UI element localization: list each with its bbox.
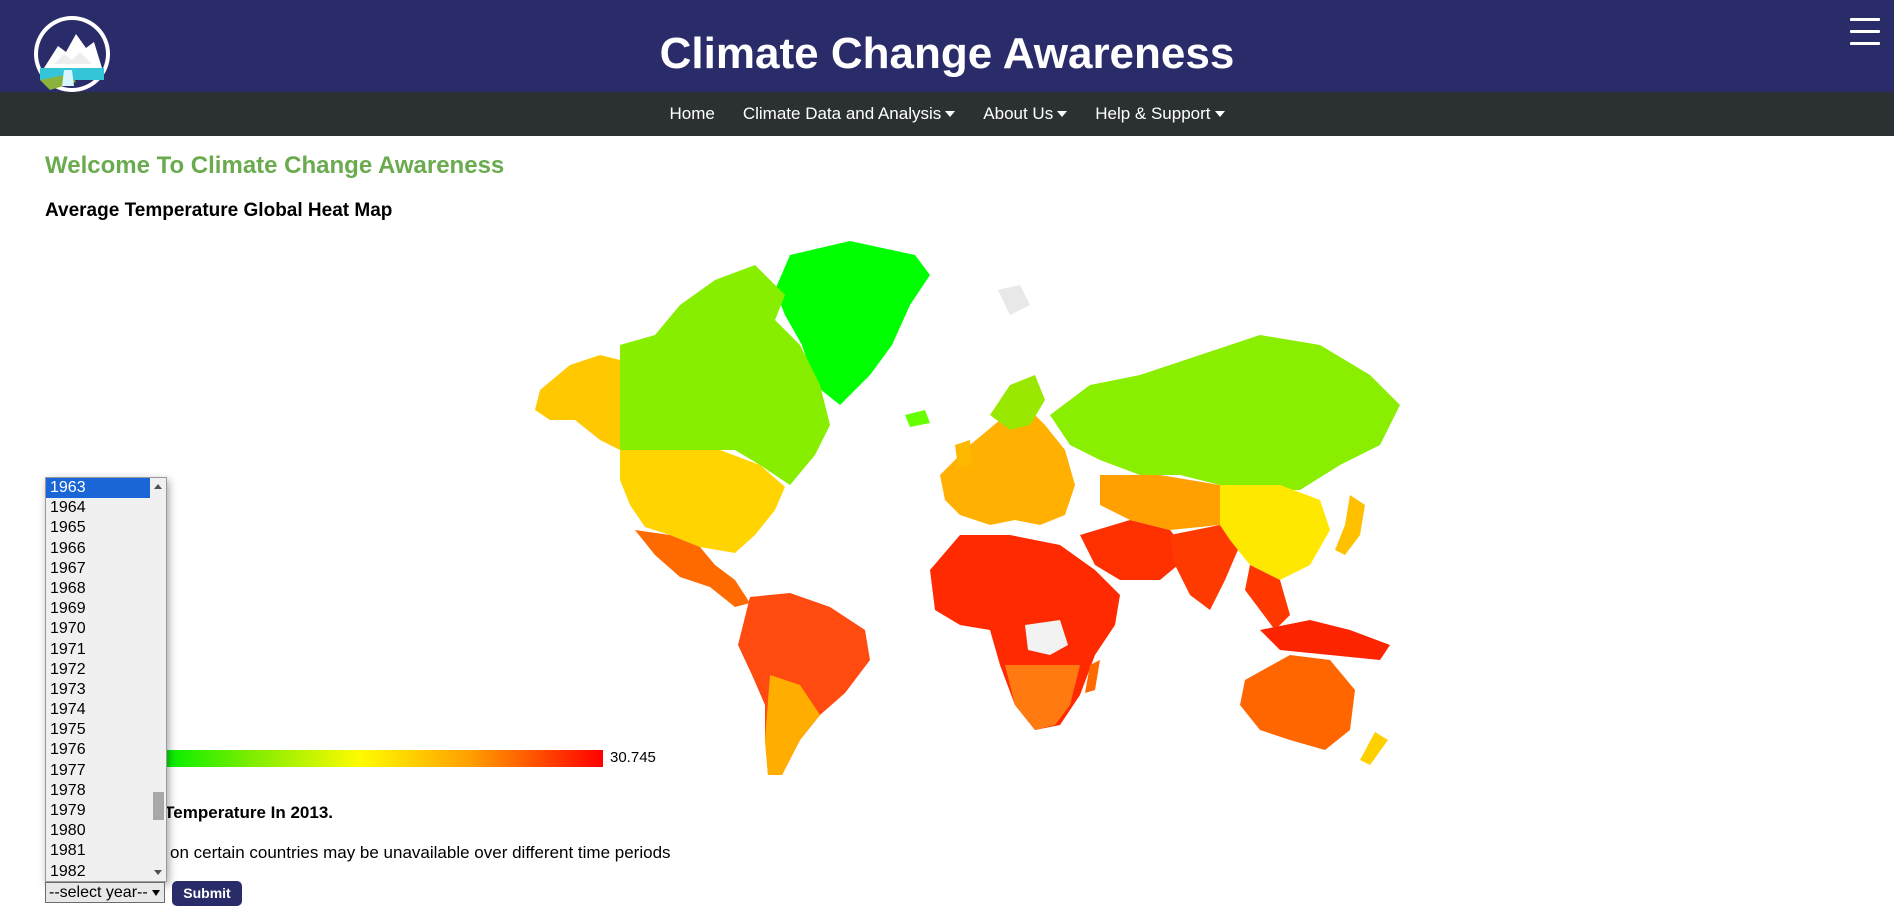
year-option[interactable]: 1972: [50, 660, 86, 678]
nav-home[interactable]: Home: [669, 104, 714, 124]
map-region-china[interactable]: [1220, 485, 1330, 580]
header-bar: Climate Change Awareness: [0, 0, 1894, 92]
map-heading: Average Temperature Global Heat Map: [45, 200, 393, 221]
map-region-mexico[interactable]: [635, 530, 750, 607]
caret-down-icon: [945, 111, 956, 117]
map-region-greenland[interactable]: [775, 241, 930, 405]
map-region-southeast-asia[interactable]: [1245, 565, 1290, 630]
nav-climate-data-label: Climate Data and Analysis: [742, 104, 942, 123]
data-availability-note: on certain countries may be unavailable …: [170, 843, 671, 862]
year-dropdown-list[interactable]: 1963 1964 1965 1966 1967 1968 1969 1970 …: [45, 477, 167, 882]
map-region-madagascar[interactable]: [1085, 660, 1100, 693]
map-region-canada[interactable]: [620, 265, 830, 485]
year-option[interactable]: 1968: [50, 579, 86, 597]
year-option[interactable]: 1977: [50, 761, 86, 779]
map-region-uk[interactable]: [955, 440, 972, 467]
year-option[interactable]: 1970: [50, 620, 86, 638]
year-option[interactable]: 1965: [50, 519, 86, 537]
map-region-alaska[interactable]: [535, 355, 620, 450]
nav-about-us[interactable]: About Us: [983, 104, 1068, 124]
year-option[interactable]: 1979: [50, 802, 86, 819]
map-region-europe[interactable]: [940, 405, 1075, 525]
year-option[interactable]: 1966: [50, 539, 86, 557]
welcome-heading: Welcome To Climate Change Awareness: [45, 152, 505, 179]
year-option[interactable]: 1964: [50, 499, 86, 517]
map-caption: y Temperature In 2013.: [150, 803, 333, 822]
nav-home-label: Home: [669, 104, 715, 123]
list-scrollbar[interactable]: [150, 478, 166, 881]
legend-gradient-bar: [163, 750, 603, 767]
year-select[interactable]: --select year--: [45, 882, 165, 903]
scroll-up-icon[interactable]: [154, 484, 162, 489]
year-option[interactable]: 1982: [50, 862, 86, 880]
site-logo[interactable]: [30, 12, 114, 96]
year-option[interactable]: 1975: [50, 721, 86, 739]
map-region-indonesia[interactable]: [1260, 620, 1390, 660]
caret-down-icon: [1214, 111, 1225, 117]
hamburger-icon[interactable]: [1850, 18, 1880, 48]
chevron-down-icon: [152, 890, 160, 896]
map-region-iceland[interactable]: [905, 410, 930, 427]
map-region-new-zealand[interactable]: [1360, 732, 1388, 765]
site-title: Climate Change Awareness: [659, 29, 1235, 78]
scrollbar-thumb[interactable]: [153, 792, 164, 820]
map-region-southern-africa[interactable]: [1005, 665, 1080, 730]
year-option[interactable]: 1971: [50, 640, 86, 658]
map-region-japan[interactable]: [1335, 495, 1365, 555]
year-option[interactable]: 1963: [46, 478, 150, 499]
year-option[interactable]: 1978: [50, 781, 86, 799]
year-option[interactable]: 1973: [50, 680, 86, 698]
main-navigation: Home Climate Data and Analysis About Us …: [0, 92, 1894, 136]
map-region-central-asia[interactable]: [1100, 475, 1220, 530]
year-option[interactable]: 1967: [50, 559, 86, 577]
nav-help-support-label: Help & Support: [1095, 104, 1211, 123]
submit-button[interactable]: Submit: [172, 881, 242, 906]
map-region-south-america[interactable]: [738, 593, 870, 775]
map-region-central-africa-no-data[interactable]: [1025, 620, 1068, 655]
map-region-svalbard-no-data[interactable]: [998, 285, 1030, 315]
legend-max-value: 30.745: [610, 749, 656, 766]
nav-climate-data[interactable]: Climate Data and Analysis: [742, 104, 956, 124]
temperature-legend: [163, 750, 603, 767]
map-region-southern-cone[interactable]: [765, 675, 820, 775]
map-region-usa[interactable]: [620, 450, 785, 553]
map-region-middle-east[interactable]: [1080, 520, 1190, 580]
year-option[interactable]: 1974: [50, 701, 86, 719]
year-select-value: --select year--: [49, 884, 148, 901]
nav-about-us-label: About Us: [983, 104, 1054, 123]
year-option[interactable]: 1980: [50, 822, 86, 840]
year-option[interactable]: 1969: [50, 600, 86, 618]
map-region-australia[interactable]: [1240, 655, 1355, 750]
year-option[interactable]: 1981: [50, 842, 86, 860]
nav-help-support[interactable]: Help & Support: [1095, 104, 1225, 124]
map-region-russia[interactable]: [1050, 335, 1400, 490]
map-region-scandinavia[interactable]: [990, 375, 1045, 430]
world-heat-map: [535, 241, 1400, 775]
map-region-india[interactable]: [1170, 525, 1240, 610]
scroll-down-icon[interactable]: [154, 870, 162, 875]
caret-down-icon: [1057, 111, 1068, 117]
year-option[interactable]: 1976: [50, 741, 86, 759]
